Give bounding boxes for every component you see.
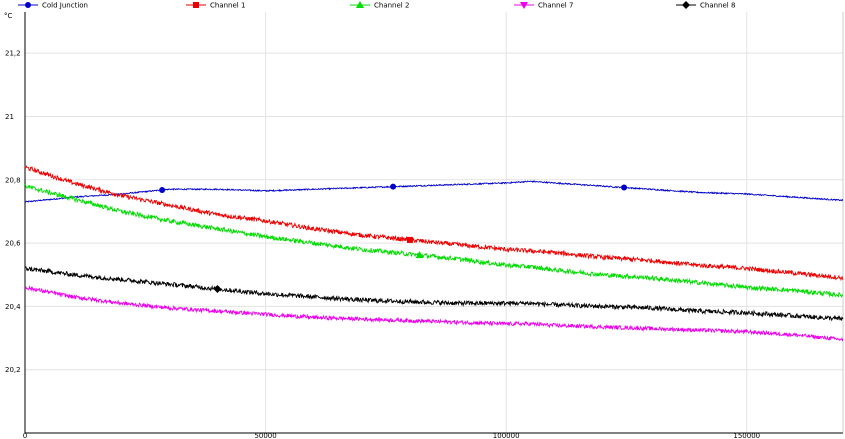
legend-swatch-marker	[682, 1, 690, 9]
legend-label: Channel 8	[700, 2, 735, 10]
legend-entry-channel-2: Channel 2	[350, 1, 409, 10]
legend-swatch-marker	[193, 2, 199, 8]
legend-swatch-marker	[520, 2, 528, 9]
legend-label: Channel 2	[374, 2, 409, 10]
series-marker-cold-junction	[390, 183, 397, 190]
y-unit-label: °C	[4, 12, 13, 20]
series-cold-junction	[24, 180, 844, 203]
legend-entry-channel-7: Channel 7	[514, 2, 573, 10]
y-tick-label: 20,8	[5, 176, 21, 184]
legend-label: Channel 1	[210, 2, 245, 10]
series-marker-channel-2	[415, 251, 424, 259]
axes: 20,2 20,4 20,6 20,8 21 21,2 0 50000 100000 150000	[5, 12, 844, 439]
series-channel-1	[24, 165, 844, 282]
y-tick-label: 20,2	[5, 366, 21, 374]
legend-entry-cold-junction: Cold Junction	[18, 2, 88, 10]
y-tick-label: 20,6	[5, 240, 21, 248]
series-line-channel-1	[24, 165, 844, 282]
y-tick-label: 21	[5, 113, 14, 121]
x-tick-label: 50000	[254, 432, 276, 439]
x-tick-label: 100000	[493, 432, 520, 439]
series-channel-8	[24, 266, 844, 322]
legend-swatch-marker	[25, 2, 31, 8]
grid	[25, 12, 843, 433]
series-line-channel-2	[24, 182, 844, 298]
x-tick-label: 150000	[733, 432, 760, 439]
series-channel-7	[24, 285, 844, 342]
series-line-channel-7	[24, 285, 844, 342]
legend-entry-channel-1: Channel 1	[186, 2, 245, 10]
series-marker-cold-junction	[159, 186, 166, 193]
legend-swatch-marker	[356, 1, 364, 8]
legend-entry-channel-8: Channel 8	[676, 1, 735, 10]
series-marker-channel-8	[213, 284, 222, 293]
series-marker-channel-1	[406, 236, 413, 243]
x-tick-label: 0	[23, 432, 27, 439]
series-line-cold-junction	[24, 180, 844, 203]
legend-label: Channel 7	[538, 2, 573, 10]
series-line-channel-8	[24, 266, 844, 322]
series-marker-cold-junction	[621, 184, 628, 191]
y-tick-label: 21,2	[5, 50, 21, 58]
series-layer	[24, 165, 844, 342]
y-tick-label: 20,4	[5, 303, 21, 311]
series-channel-2	[24, 182, 844, 298]
legend: Cold Junction Channel 1 Channel 2 Channel 7…	[18, 1, 735, 10]
legend-label: Cold Junction	[42, 2, 88, 10]
